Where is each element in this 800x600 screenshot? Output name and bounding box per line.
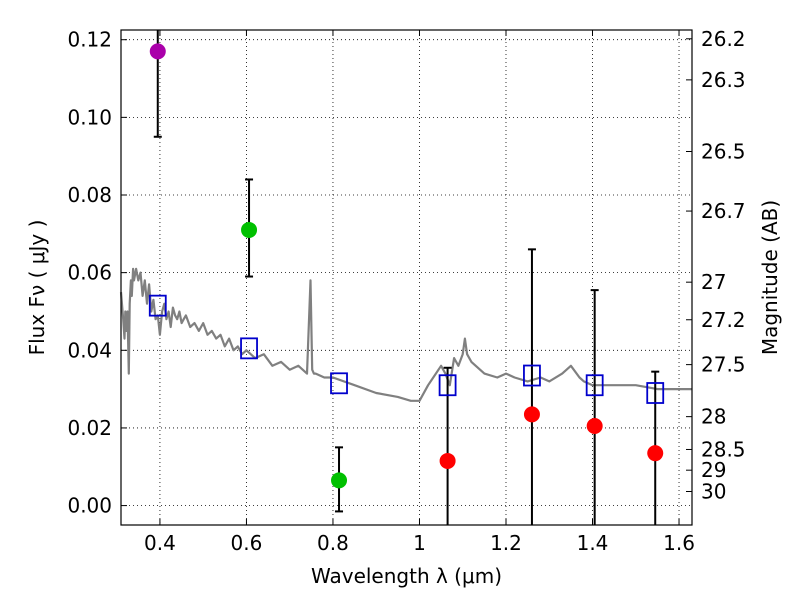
plot-frame bbox=[120, 29, 693, 526]
model-square-marker bbox=[330, 372, 348, 395]
model-square-marker bbox=[523, 364, 541, 387]
red-data-point bbox=[586, 418, 603, 434]
model-square-marker bbox=[585, 374, 604, 397]
model-square-marker bbox=[240, 337, 258, 360]
x-axis-title: Wavelength λ (μm) bbox=[311, 564, 502, 588]
y2-tick-label: 26.2 bbox=[701, 27, 746, 51]
model-square-marker bbox=[148, 294, 167, 317]
green-data-point bbox=[241, 221, 258, 238]
x-tick-label: 0.4 bbox=[144, 531, 176, 555]
x-tick-label: 1 bbox=[413, 531, 426, 555]
sed-layer bbox=[119, 267, 692, 402]
y-tick-label: 0.10 bbox=[67, 105, 112, 129]
tick-layer: 0.4 0.6 0.8 1 1.2 1.4 1.6 0.00 0.02 0.04 0.06 0.08 0… bbox=[67, 27, 745, 555]
point-layer bbox=[149, 43, 664, 489]
x-tick-label: 0.6 bbox=[231, 531, 263, 555]
y2-tick-label: 30 bbox=[701, 479, 726, 503]
y2-axis-title: Magnitude (AB) bbox=[758, 200, 782, 355]
y2-tick-label: 27 bbox=[701, 270, 726, 294]
y2-tick-label: 28 bbox=[701, 405, 726, 429]
y2-tick-label: 28.5 bbox=[701, 437, 746, 461]
red-data-point bbox=[439, 452, 456, 469]
model-square-marker bbox=[438, 374, 457, 397]
errorbar-layer bbox=[153, 30, 660, 525]
x-tick-label: 1.4 bbox=[577, 531, 609, 555]
y-tick-label: 0.02 bbox=[67, 416, 112, 440]
red-data-point bbox=[647, 445, 664, 462]
sed-curve bbox=[119, 267, 692, 402]
green-data-point bbox=[331, 472, 348, 489]
y-tick-label: 0.04 bbox=[67, 338, 112, 362]
grid-layer bbox=[121, 30, 692, 525]
y-tick-label: 0.00 bbox=[67, 494, 112, 518]
y-tick-label: 0.06 bbox=[67, 261, 112, 285]
y2-tick-label: 26.5 bbox=[701, 139, 746, 163]
y2-tick-label: 26.3 bbox=[701, 68, 746, 92]
y-tick-label: 0.12 bbox=[67, 28, 112, 52]
x-tick-label: 1.2 bbox=[490, 531, 522, 555]
y2-tick-label: 26.7 bbox=[701, 199, 746, 223]
y2-tick-label: 27.5 bbox=[701, 353, 746, 377]
y-tick-label: 0.08 bbox=[67, 183, 112, 207]
model-layer bbox=[148, 294, 665, 404]
purple-data-point bbox=[149, 43, 166, 60]
model-square-marker bbox=[646, 382, 665, 404]
y-axis-title: Flux Fν ( μJy ) bbox=[25, 220, 49, 356]
y2-tick-label: 29 bbox=[701, 458, 726, 482]
x-tick-label: 0.8 bbox=[317, 531, 349, 555]
y2-tick-label: 27.2 bbox=[701, 308, 746, 332]
red-data-point bbox=[523, 406, 540, 423]
x-tick-label: 1.6 bbox=[663, 531, 695, 555]
